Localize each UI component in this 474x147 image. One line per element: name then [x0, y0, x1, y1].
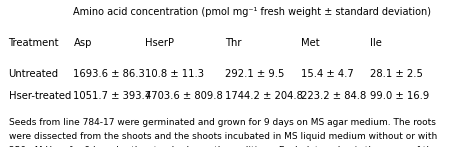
Text: 4703.6 ± 809.8: 4703.6 ± 809.8: [145, 91, 222, 101]
Text: 1693.6 ± 86.3: 1693.6 ± 86.3: [73, 69, 145, 79]
Text: Amino acid concentration (pmol mg⁻¹ fresh weight ± standard deviation): Amino acid concentration (pmol mg⁻¹ fres…: [73, 7, 431, 17]
Text: Seeds from line 784-17 were germinated and grown for 9 days on MS agar medium. T: Seeds from line 784-17 were germinated a…: [9, 118, 436, 127]
Text: 15.4 ± 4.7: 15.4 ± 4.7: [301, 69, 354, 79]
Text: HserP: HserP: [145, 38, 173, 48]
Text: Thr: Thr: [225, 38, 242, 48]
Text: 28.1 ± 2.5: 28.1 ± 2.5: [370, 69, 423, 79]
Text: 1744.2 ± 204.8: 1744.2 ± 204.8: [225, 91, 303, 101]
Text: Untreated: Untreated: [9, 69, 59, 79]
Text: were dissected from the shoots and the shoots incubated in MS liquid medium with: were dissected from the shoots and the s…: [9, 132, 437, 141]
Text: Treatment: Treatment: [9, 38, 59, 48]
Text: Ile: Ile: [370, 38, 382, 48]
Text: 223.2 ± 84.8: 223.2 ± 84.8: [301, 91, 366, 101]
Text: 10.8 ± 11.3: 10.8 ± 11.3: [145, 69, 203, 79]
Text: Hser-treated: Hser-treated: [9, 91, 71, 101]
Text: 1051.7 ± 393.7: 1051.7 ± 393.7: [73, 91, 152, 101]
Text: 292.1 ± 9.5: 292.1 ± 9.5: [225, 69, 284, 79]
Text: Asp: Asp: [73, 38, 92, 48]
Text: 99.0 ± 16.9: 99.0 ± 16.9: [370, 91, 429, 101]
Text: 250 μM Hser for 9 h under the standard growth conditions. Each data value is the: 250 μM Hser for 9 h under the standard g…: [9, 146, 447, 147]
Text: Met: Met: [301, 38, 319, 48]
